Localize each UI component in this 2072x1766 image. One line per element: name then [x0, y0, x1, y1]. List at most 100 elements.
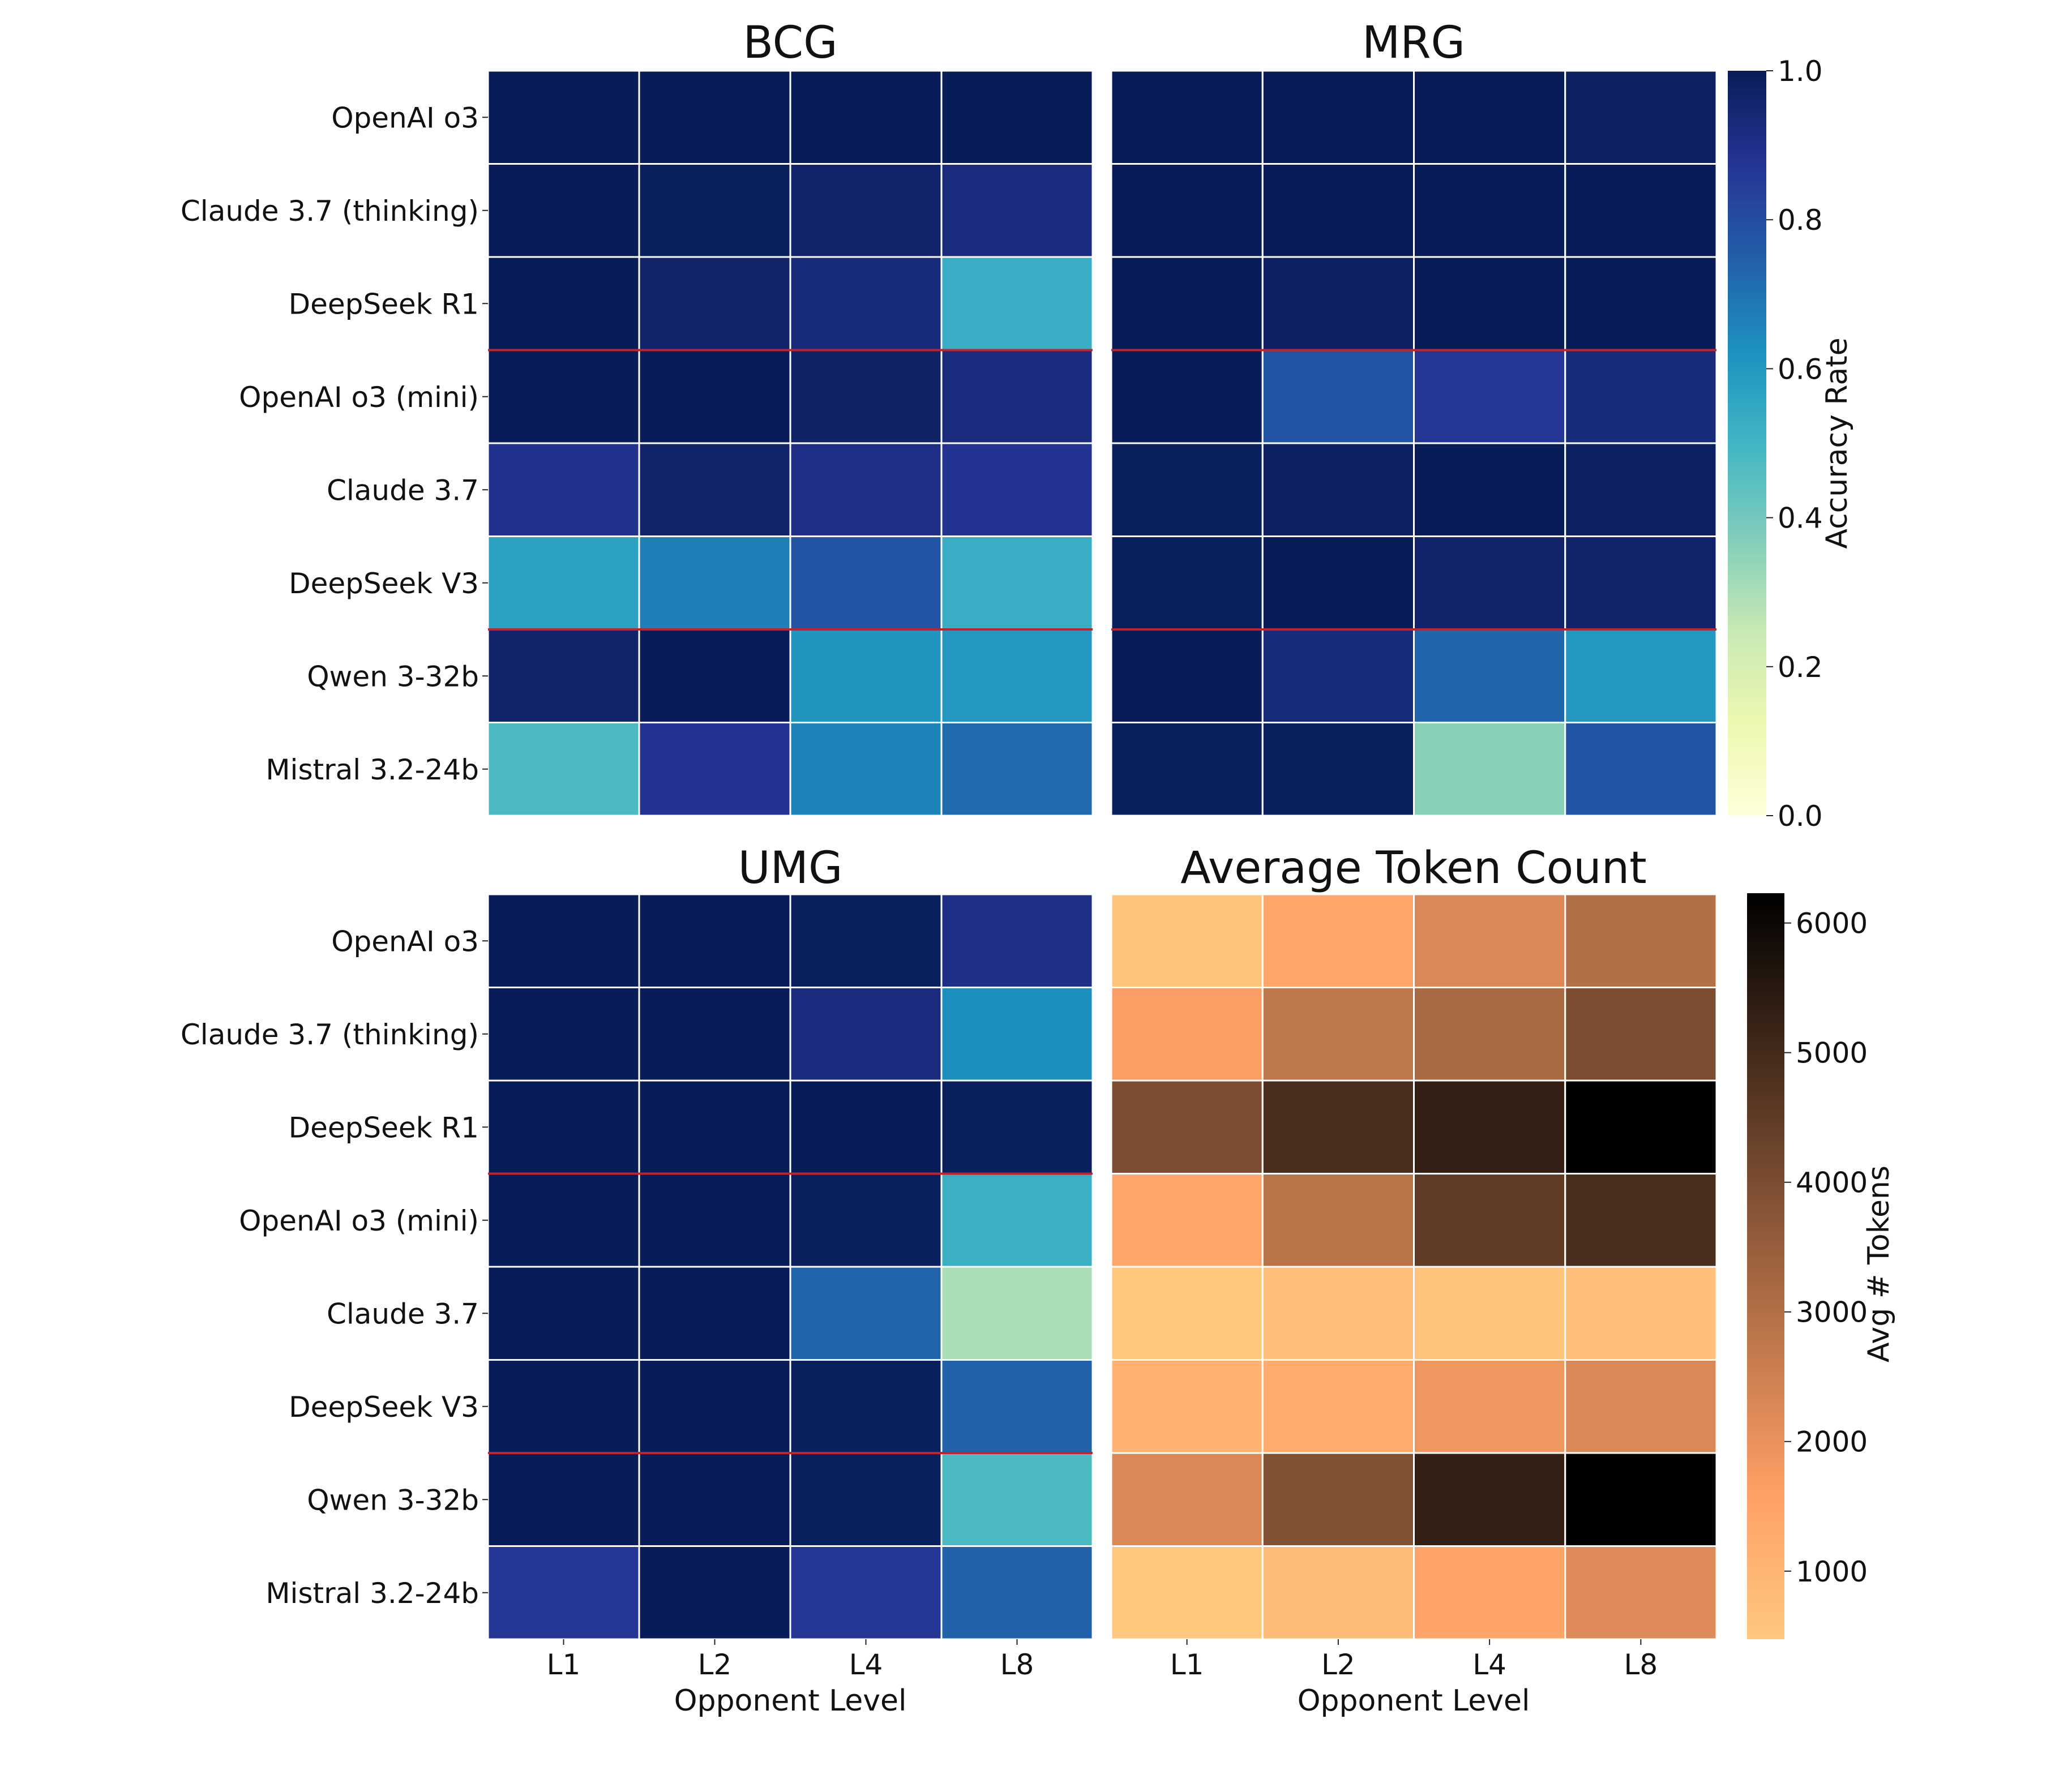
- heatmap-cell: [1413, 535, 1566, 631]
- heatmap-cell: [487, 535, 640, 631]
- x-tick-label: L2: [698, 1648, 732, 1681]
- heatmap-cell: [1261, 1545, 1415, 1640]
- heatmap-cell: [789, 1266, 943, 1361]
- y-tick-label: Claude 3.7: [327, 1297, 479, 1330]
- heatmap-cell: [638, 442, 791, 537]
- heatmap-umg: [487, 893, 1094, 1640]
- heatmap-cell: [1110, 163, 1264, 258]
- heatmap-cell: [940, 893, 1094, 988]
- heatmap-cell: [1261, 1452, 1415, 1547]
- heatmap-cell: [1564, 987, 1718, 1082]
- heatmap-cell: [1110, 1079, 1264, 1175]
- heatmap-cell: [1564, 628, 1718, 723]
- y-tick-label: Mistral 3.2-24b: [266, 753, 479, 786]
- heatmap-cell: [1261, 349, 1415, 444]
- heatmap-cell: [940, 628, 1094, 723]
- y-tick-label: DeepSeek V3: [289, 567, 479, 600]
- heatmap-cell: [789, 442, 943, 537]
- heatmap-cell: [1261, 256, 1415, 351]
- heatmap-cell: [1110, 628, 1264, 723]
- heatmap-cell: [940, 1079, 1094, 1175]
- heatmap-cell: [789, 535, 943, 631]
- heatmap-cell: [940, 987, 1094, 1082]
- heatmap-cell: [1564, 1079, 1718, 1175]
- heatmap-cell: [1413, 1545, 1566, 1640]
- heatmap-cell: [638, 1266, 791, 1361]
- x-tick-label: L4: [849, 1648, 883, 1681]
- heatmap-cell: [789, 987, 943, 1082]
- heatmap-cell: [487, 628, 640, 723]
- panel-title-mrg: MRG: [1362, 18, 1465, 68]
- heatmap-cell: [1413, 1079, 1566, 1175]
- heatmap-cell: [487, 163, 640, 258]
- colorbar-tick-label: 3000: [1796, 1296, 1868, 1329]
- heatmap-cell: [1413, 1452, 1566, 1547]
- heatmap-cell: [638, 1173, 791, 1268]
- heatmap-cell: [1110, 256, 1264, 351]
- heatmap-cell: [1110, 1452, 1264, 1547]
- heatmap-cell: [789, 1173, 943, 1268]
- y-tick-label: OpenAI o3: [331, 101, 479, 134]
- heatmap-cell: [1564, 893, 1718, 988]
- y-axis-labels-top: OpenAI o3 Claude 3.7 (thinking) DeepSeek R…: [181, 101, 488, 786]
- heatmap-cell: [789, 628, 943, 723]
- heatmap-cell: [1110, 1173, 1264, 1268]
- heatmap-tokens: [1110, 893, 1718, 1640]
- heatmap-cell: [487, 349, 640, 444]
- heatmap-cell: [1261, 70, 1415, 165]
- heatmap-cell: [487, 1359, 640, 1454]
- y-tick-label: DeepSeek R1: [289, 1111, 479, 1144]
- colorbar-tick-label: 4000: [1796, 1167, 1868, 1199]
- heatmap-cell: [1564, 70, 1718, 165]
- colorbar-accuracy-ticks: 0.0 0.2 0.4 0.6 0.8 1.0: [1766, 55, 1823, 833]
- heatmap-cell: [940, 535, 1094, 631]
- heatmap-cell: [1110, 1266, 1264, 1361]
- heatmap-cell: [1413, 1359, 1566, 1454]
- heatmap-cell: [487, 442, 640, 537]
- caption-clipped: [0, 1750, 2072, 1766]
- heatmap-cell: [1110, 1359, 1264, 1454]
- heatmap-cell: [1261, 1359, 1415, 1454]
- colorbar-tick-label: 0.0: [1778, 800, 1823, 833]
- heatmap-cell: [1413, 987, 1566, 1082]
- heatmap-cell: [789, 1079, 943, 1175]
- heatmap-cell: [789, 1359, 943, 1454]
- panel-title-bcg: BCG: [743, 18, 837, 68]
- panel-title-umg: UMG: [738, 843, 843, 894]
- heatmap-cell: [1564, 1545, 1718, 1640]
- heatmap-cell: [638, 1079, 791, 1175]
- heatmap-cell: [940, 1173, 1094, 1268]
- heatmap-cell: [1261, 535, 1415, 631]
- heatmap-cell: [789, 722, 943, 817]
- heatmap-cell: [1261, 628, 1415, 723]
- heatmap-cell: [487, 1173, 640, 1268]
- heatmap-cell: [638, 535, 791, 631]
- heatmap-cell: [1110, 349, 1264, 444]
- heatmap-cell: [638, 1452, 791, 1547]
- heatmap-cell: [940, 1266, 1094, 1361]
- heatmap-cell: [1261, 987, 1415, 1082]
- heatmap-cell: [1110, 70, 1264, 165]
- heatmap-cell: [1564, 349, 1718, 444]
- heatmap-cell: [638, 1359, 791, 1454]
- heatmap-cell: [1110, 1545, 1264, 1640]
- heatmap-cell: [1110, 987, 1264, 1082]
- colorbar-tick-label: 0.8: [1778, 204, 1823, 237]
- heatmap-cell: [1564, 1452, 1718, 1547]
- x-tick-label: L8: [1624, 1648, 1658, 1681]
- heatmap-cell: [940, 722, 1094, 817]
- y-tick-label: OpenAI o3: [331, 925, 479, 958]
- heatmap-cell: [1110, 535, 1264, 631]
- heatmap-cell: [940, 1452, 1094, 1547]
- y-tick-label: Qwen 3-32b: [307, 660, 479, 693]
- heatmap-cell: [1564, 1266, 1718, 1361]
- heatmap-cell: [1564, 256, 1718, 351]
- heatmap-cell: [638, 987, 791, 1082]
- heatmap-cell: [1413, 349, 1566, 444]
- heatmap-cell: [940, 256, 1094, 351]
- heatmap-cell: [789, 349, 943, 444]
- x-axis-labels-tokens: L1 L2 L4 L8: [1170, 1639, 1658, 1681]
- y-tick-label: Claude 3.7 (thinking): [181, 1018, 479, 1051]
- heatmap-cell: [940, 349, 1094, 444]
- heatmap-cell: [1413, 70, 1566, 165]
